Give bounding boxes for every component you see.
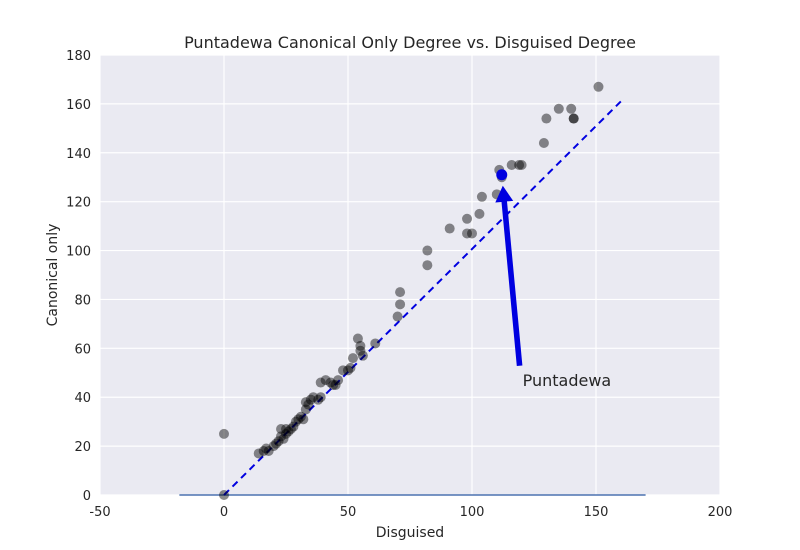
data-point: [261, 443, 272, 454]
data-point: [278, 433, 289, 444]
data-points: [219, 81, 604, 500]
y-tick-label: 120: [66, 196, 91, 211]
x-tick-label: 0: [220, 505, 228, 520]
data-point: [330, 380, 341, 390]
data-point: [444, 223, 455, 234]
grid-lines: [99, 54, 721, 496]
annotation-arrow-group: [495, 185, 523, 366]
data-point: [566, 103, 577, 114]
plot-area: [100, 55, 720, 495]
y-tick-label: 40: [74, 391, 91, 406]
annotation-arrow: [495, 185, 523, 366]
data-point: [295, 411, 306, 422]
data-point: [593, 81, 604, 92]
data-point: [395, 287, 406, 298]
data-point: [276, 424, 287, 434]
data-point: [462, 213, 473, 224]
data-point: [283, 426, 294, 437]
data-point: [308, 392, 319, 403]
x-tick-labels: -50 0 50 100 150 200: [89, 505, 732, 520]
data-point: [462, 228, 473, 239]
data-point: [338, 365, 349, 376]
data-point: [467, 228, 477, 239]
x-tick-label: -50: [89, 505, 110, 520]
data-point: [271, 438, 282, 449]
reference-line-group: [223, 100, 622, 496]
data-point: [258, 446, 269, 456]
highlight-group: [496, 169, 508, 181]
data-point: [514, 160, 525, 170]
data-point: [343, 365, 353, 376]
data-point: [281, 424, 291, 434]
data-point: [273, 436, 284, 447]
y-tick-label: 140: [66, 147, 91, 162]
data-point: [281, 428, 291, 439]
y-tick-label: 20: [74, 440, 91, 455]
data-point: [395, 299, 406, 310]
data-point: [352, 333, 363, 344]
x-tick-label: 50: [340, 505, 357, 520]
data-point: [422, 245, 433, 256]
data-point: [263, 446, 274, 456]
data-point: [392, 311, 403, 322]
x-tick-label: 150: [584, 505, 609, 520]
y-tick-label: 60: [74, 342, 91, 357]
data-point: [298, 414, 309, 425]
data-point: [288, 421, 299, 432]
data-point: [476, 191, 487, 202]
data-point: [305, 394, 316, 405]
y-tick-label: 160: [66, 98, 91, 113]
x-tick-label: 100: [460, 505, 485, 520]
data-point: [506, 160, 517, 170]
data-point: [333, 375, 344, 386]
y-tick-label: 0: [83, 489, 91, 504]
data-point: [328, 380, 339, 390]
data-point: [315, 392, 326, 403]
data-point: [268, 441, 279, 452]
chart-title: Puntadewa Canonical Only Degree vs. Disg…: [184, 33, 636, 52]
reference-line: [223, 100, 622, 496]
data-point: [290, 416, 301, 427]
data-point: [276, 431, 287, 442]
data-point: [315, 377, 326, 388]
x-axis-label: Disguised: [376, 525, 444, 541]
data-point: [516, 160, 527, 170]
data-point: [355, 340, 366, 351]
data-point: [219, 428, 229, 439]
data-point: [422, 260, 433, 271]
data-point: [345, 362, 356, 373]
data-point: [285, 424, 296, 434]
data-point: [293, 414, 304, 425]
y-tick-label: 80: [74, 293, 91, 308]
data-point: [253, 448, 264, 459]
data-point: [303, 399, 314, 410]
data-point: [300, 404, 311, 415]
data-point: [553, 103, 564, 114]
data-point: [568, 113, 579, 124]
y-tick-label: 180: [66, 49, 91, 64]
data-point: [370, 338, 381, 349]
y-tick-labels: 0 20 40 60 80 100 120 140 160 180: [66, 49, 91, 504]
highlight-point: [496, 169, 508, 181]
data-point: [325, 377, 336, 388]
data-point: [355, 345, 366, 356]
data-point: [313, 394, 324, 405]
data-point: [320, 375, 331, 386]
data-point: [568, 113, 579, 124]
data-point: [300, 397, 311, 408]
y-tick-label: 100: [66, 245, 91, 260]
data-point: [357, 350, 368, 361]
annotation-label: Puntadewa: [523, 371, 612, 390]
data-point: [347, 353, 358, 364]
data-point: [474, 208, 485, 219]
data-point: [538, 138, 549, 148]
y-axis-label: Canonical only: [45, 224, 61, 327]
data-point: [219, 490, 229, 500]
x-tick-label: 200: [708, 505, 733, 520]
data-point: [541, 113, 552, 124]
